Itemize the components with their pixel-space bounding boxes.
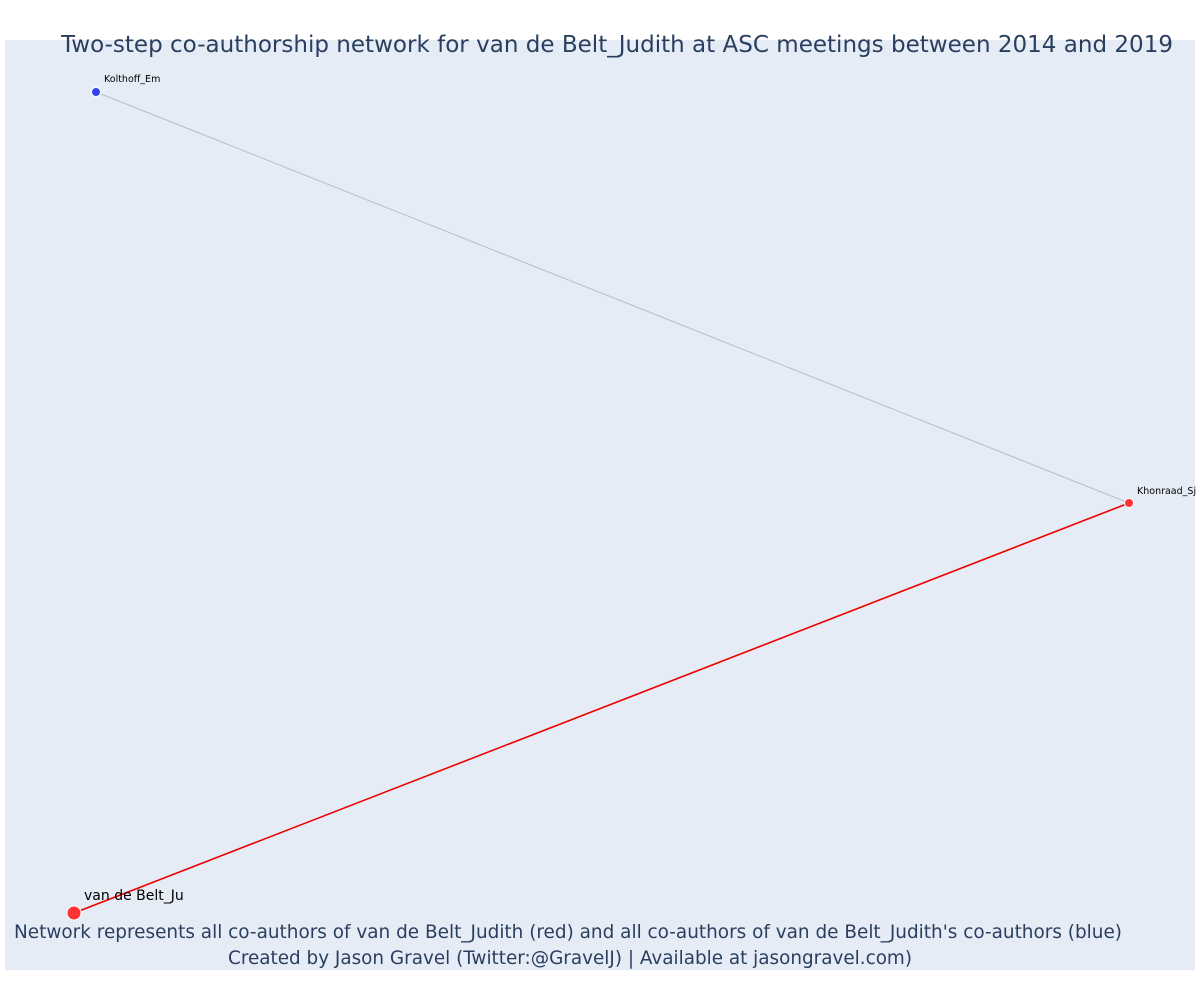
caption-line-1: Network represents all co-authors of van… <box>14 921 1122 943</box>
node-layer <box>66 87 1134 921</box>
node-focal-author[interactable] <box>66 905 82 921</box>
node-label-focal: van de Belt_Ju <box>84 888 184 904</box>
node-label-kolthoff: Kolthoff_Em <box>104 74 160 85</box>
node-label-khonraad: Khonraad_Sj <box>1137 486 1196 497</box>
node-khonraad[interactable] <box>1124 498 1134 508</box>
plot-background <box>5 40 1195 970</box>
edge-layer <box>73 91 1130 914</box>
edge-focal-khonraad <box>73 502 1130 914</box>
chart-title: Two-step co-authorship network for van d… <box>60 32 1173 58</box>
caption-line-2: Created by Jason Gravel (Twitter:@Gravel… <box>228 947 912 969</box>
label-layer: Kolthoff_Em Khonraad_Sj van de Belt_Ju <box>84 74 1196 904</box>
edge-khonraad-kolthoff <box>95 91 1130 504</box>
node-kolthoff[interactable] <box>91 87 101 97</box>
